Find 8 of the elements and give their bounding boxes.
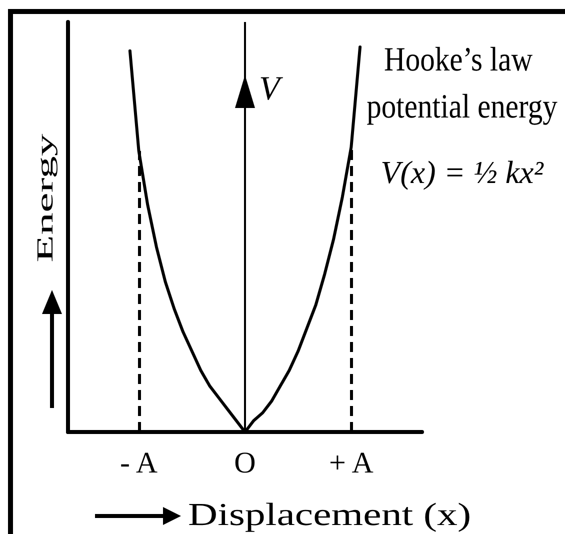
x-tick-label: + A [328,446,374,480]
y-axis-title: Energy [32,133,58,262]
x-axis-title: Displacement (x) [188,496,472,532]
annotation: V(x) = ½ kx² [380,154,545,190]
x-tick-label: O [234,446,256,480]
ref-line-label: V [259,70,284,108]
x-tick-label: - A [120,446,158,480]
text: Hooke’s law potential energy [366,40,558,126]
